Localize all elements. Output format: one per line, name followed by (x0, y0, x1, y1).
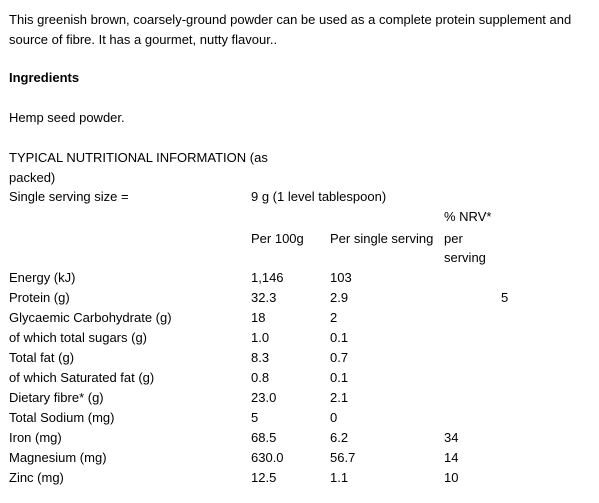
per-serving-value: 0 (330, 410, 338, 425)
per-100g-value: 68.5 (251, 430, 277, 445)
per-100g-value: 5 (251, 410, 259, 425)
per-serving-value: 56.7 (330, 450, 356, 465)
per-serving-value: 6.2 (330, 430, 349, 445)
nutrition-heading-line2: packed) (9, 170, 56, 185)
per-serving-value: 0.7 (330, 350, 349, 365)
per-100g-value: 12.5 (251, 470, 277, 485)
per-serving-value: 1.1 (330, 470, 349, 485)
nutrient-name: Total Sodium (mg) (9, 410, 115, 425)
nrv-header-line3: serving (444, 250, 486, 265)
per-100g-value: 1.0 (251, 330, 270, 345)
per-100g-value: 630.0 (251, 450, 284, 465)
nutrition-heading: TYPICAL NUTRITIONAL INFORMATION (as (9, 150, 268, 165)
serving-size-label: Single serving size = (9, 189, 129, 204)
per-100g-value: 18 (251, 310, 266, 325)
nutrient-name: Dietary fibre* (g) (9, 390, 104, 405)
nutrient-name: of which Saturated fat (g) (9, 370, 155, 385)
nrv-value: 10 (444, 470, 459, 485)
extra-value: 5 (501, 290, 509, 305)
nrv-header-line2: per (444, 231, 463, 246)
nutrient-name: Energy (kJ) (9, 270, 76, 285)
per-100g-value: 32.3 (251, 290, 277, 305)
serving-size-value: 9 g (1 level tablespoon) (251, 189, 387, 204)
nrv-header: % NRV* (444, 209, 492, 224)
per-serving-value: 2.9 (330, 290, 349, 305)
nutrient-name: Zinc (mg) (9, 470, 64, 485)
nutrient-name: Magnesium (mg) (9, 450, 107, 465)
product-description: This greenish brown, coarsely-ground pow… (9, 12, 572, 47)
per-100g-value: 0.8 (251, 370, 270, 385)
nutrient-name: of which total sugars (g) (9, 330, 148, 345)
ingredients-text: Hemp seed powder. (9, 110, 125, 125)
per-serving-value: 103 (330, 270, 352, 285)
per-serving-value: 0.1 (330, 370, 349, 385)
nrv-value: 34 (444, 430, 459, 445)
ingredients-heading: Ingredients (9, 70, 80, 85)
per-serving-header: Per single serving (330, 231, 434, 246)
per-100g-value: 23.0 (251, 390, 277, 405)
nutrient-name: Protein (g) (9, 290, 70, 305)
per-serving-value: 0.1 (330, 330, 349, 345)
per-100g-value: 1,146 (251, 270, 284, 285)
per-serving-value: 2.1 (330, 390, 349, 405)
nrv-value: 14 (444, 450, 459, 465)
nutrient-name: Total fat (g) (9, 350, 75, 365)
nutrient-name: Iron (mg) (9, 430, 62, 445)
per-100g-value: 8.3 (251, 350, 270, 365)
nutrient-name: Glycaemic Carbohydrate (g) (9, 310, 172, 325)
per-serving-value: 2 (330, 310, 338, 325)
per-100g-header: Per 100g (251, 231, 304, 246)
